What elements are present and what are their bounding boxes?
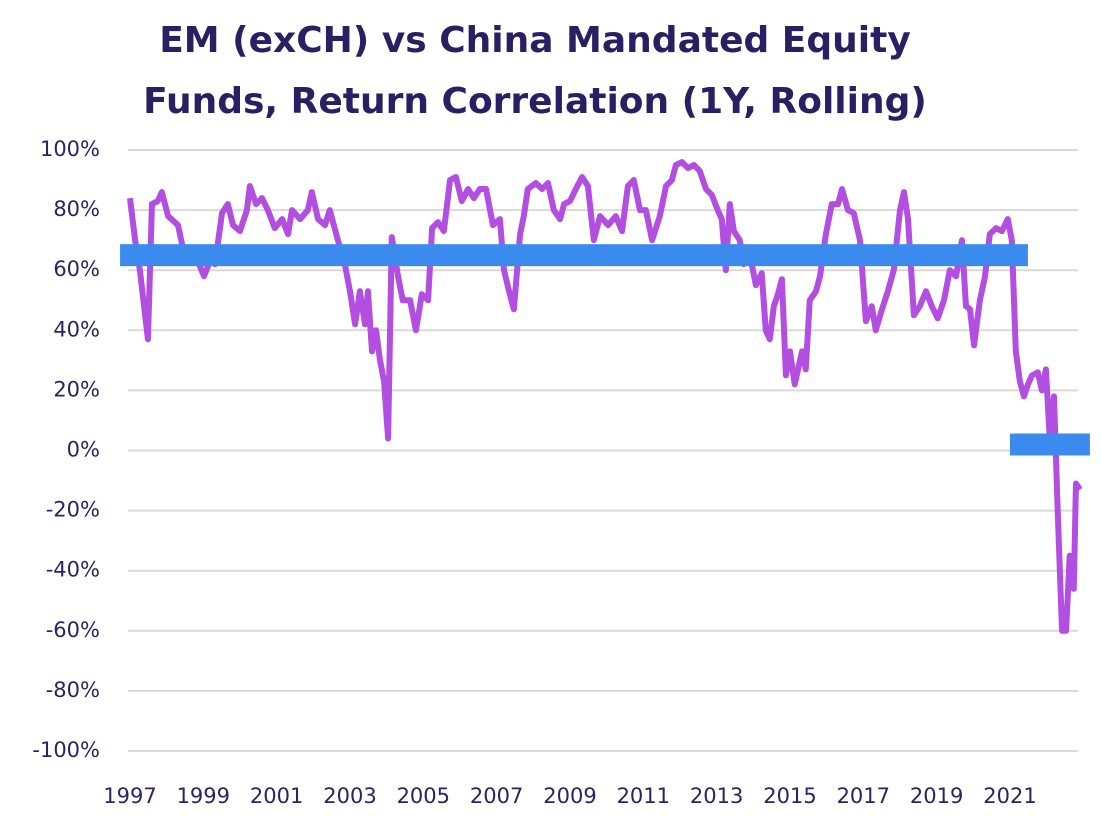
x-tick-label: 2005	[397, 784, 450, 808]
average-band	[1009, 433, 1090, 456]
y-tick-label: 0%	[67, 438, 100, 462]
x-tick-label: 2017	[837, 784, 890, 808]
x-tick-label: 2009	[543, 784, 596, 808]
x-tick-label: 2013	[690, 784, 743, 808]
x-tick-label: 2019	[910, 784, 963, 808]
y-tick-label: 80%	[53, 197, 100, 221]
y-tick-label: -100%	[32, 738, 100, 762]
average-band	[120, 244, 1028, 267]
x-tick-label: 1999	[177, 784, 230, 808]
y-tick-label: 20%	[53, 377, 100, 401]
y-tick-label: -80%	[46, 678, 100, 702]
y-tick-label: 60%	[53, 257, 100, 281]
x-tick-label: 2021	[983, 784, 1036, 808]
y-tick-label: 40%	[53, 317, 100, 341]
x-tick-label: 2007	[470, 784, 523, 808]
x-tick-label: 2003	[323, 784, 376, 808]
x-tick-label: 2011	[617, 784, 670, 808]
data-line	[126, 159, 1083, 634]
x-tick-label: 2001	[250, 784, 303, 808]
chart-title: EM (exCH) vs China Mandated Equity	[159, 20, 911, 61]
x-tick-label: 2015	[763, 784, 816, 808]
y-tick-label: -40%	[46, 558, 100, 582]
y-tick-label: -60%	[46, 618, 100, 642]
y-tick-label: -20%	[46, 498, 100, 522]
chart-title: Funds, Return Correlation (1Y, Rolling)	[143, 81, 927, 122]
x-tick-label: 1997	[103, 784, 156, 808]
y-tick-label: 100%	[40, 137, 100, 161]
